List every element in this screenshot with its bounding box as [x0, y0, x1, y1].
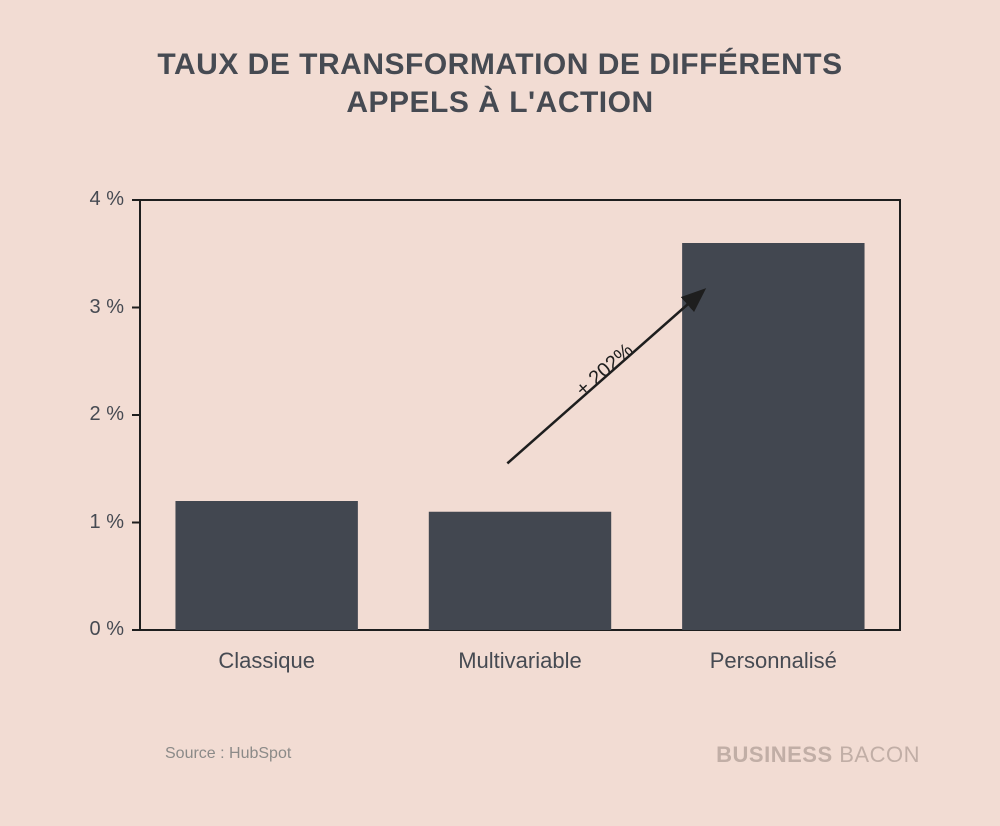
bar [429, 512, 611, 630]
brand-logo: BUSINESS BACON [716, 742, 920, 768]
bar [682, 243, 864, 630]
brand-word-1: BUSINESS [716, 742, 839, 767]
category-label: Personnalisé [647, 648, 900, 674]
brand-word-2: BACON [839, 742, 920, 767]
y-tick-label: 3 % [90, 296, 124, 319]
y-tick-label: 4 % [90, 188, 124, 211]
category-label: Classique [140, 648, 393, 674]
y-tick-label: 1 % [90, 511, 124, 534]
page: TAUX DE TRANSFORMATION DE DIFFÉRENTSAPPE… [0, 0, 1000, 826]
y-tick-label: 0 % [90, 618, 124, 641]
y-tick-label: 2 % [90, 403, 124, 426]
bar-chart [0, 0, 1000, 826]
category-label: Multivariable [393, 648, 646, 674]
source-text: Source : HubSpot [165, 745, 291, 763]
bar [175, 501, 357, 630]
